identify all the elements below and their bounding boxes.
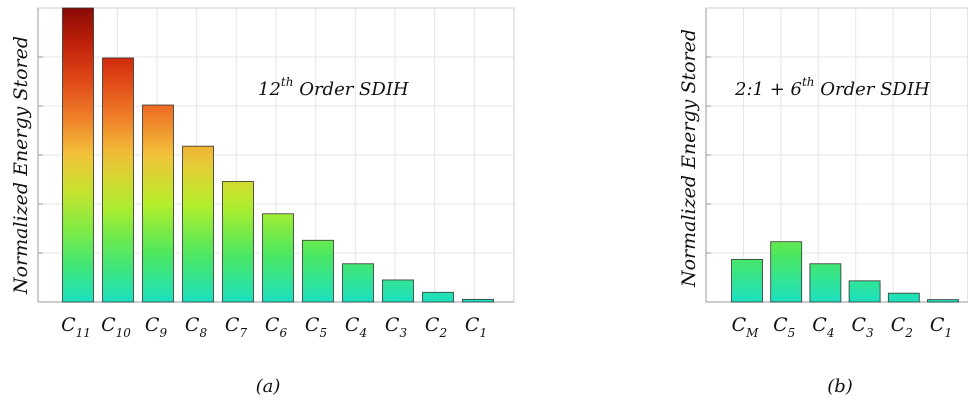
x-tick-label: C4 bbox=[345, 314, 367, 340]
bar bbox=[382, 279, 414, 303]
chart-annotation-a: 12th Order SDIH bbox=[258, 75, 409, 100]
x-tick-label: C4 bbox=[812, 314, 834, 340]
grid-b bbox=[706, 8, 968, 302]
x-tick-label: CM bbox=[732, 314, 760, 340]
bars-a bbox=[62, 7, 494, 303]
y-axis-label-b: Normalized Energy Stored bbox=[678, 29, 700, 288]
x-ticks-b: CM C5 C4 C3 C2 C1 bbox=[732, 314, 953, 340]
bar bbox=[222, 181, 254, 303]
x-tick-label: C2 bbox=[891, 314, 913, 340]
x-tick-label: C2 bbox=[425, 314, 447, 340]
bar bbox=[422, 291, 454, 303]
x-ticks-a: C11 C10 C9 C8 C7 C6 C5 C4 C3 C2 C1 bbox=[61, 314, 487, 340]
bar bbox=[182, 145, 214, 303]
x-tick-label: C5 bbox=[305, 314, 327, 340]
x-tick-label: C10 bbox=[101, 314, 131, 340]
bar bbox=[809, 263, 842, 303]
x-tick-label: C6 bbox=[265, 314, 288, 340]
x-tick-label: C11 bbox=[61, 314, 91, 340]
x-tick-label: C5 bbox=[773, 314, 795, 340]
x-tick-label: C9 bbox=[145, 314, 168, 340]
bar bbox=[342, 263, 374, 303]
x-tick-label: C3 bbox=[385, 314, 408, 340]
bar bbox=[770, 241, 803, 303]
chart-panel-b: CM C5 C4 C3 C2 C1 Normalized Energy Stored 2:… bbox=[678, 7, 968, 397]
x-tick-label: C1 bbox=[465, 314, 487, 340]
bar bbox=[927, 299, 959, 303]
bar bbox=[142, 104, 174, 303]
bar bbox=[731, 258, 763, 303]
panel-label-a: (a) bbox=[256, 376, 281, 397]
panel-label-b: (b) bbox=[827, 376, 853, 397]
bar bbox=[462, 298, 494, 303]
x-tick-label: C7 bbox=[225, 314, 248, 340]
bar bbox=[262, 213, 294, 303]
bar bbox=[887, 292, 920, 303]
bar bbox=[62, 7, 94, 303]
bar bbox=[848, 280, 881, 303]
x-tick-label: C3 bbox=[852, 314, 875, 340]
chart-panel-a: C11 C10 C9 C8 C7 C6 C5 C4 C3 C2 C1 Normalized Ener… bbox=[10, 7, 515, 397]
bar bbox=[102, 57, 134, 303]
x-tick-label: C8 bbox=[185, 314, 208, 340]
y-axis-label-a: Normalized Energy Stored bbox=[10, 36, 32, 295]
bars-b bbox=[731, 241, 959, 303]
bar bbox=[302, 239, 334, 303]
chart-annotation-b: 2:1 + 6th Order SDIH bbox=[734, 75, 930, 100]
x-tick-label: C1 bbox=[930, 314, 952, 340]
